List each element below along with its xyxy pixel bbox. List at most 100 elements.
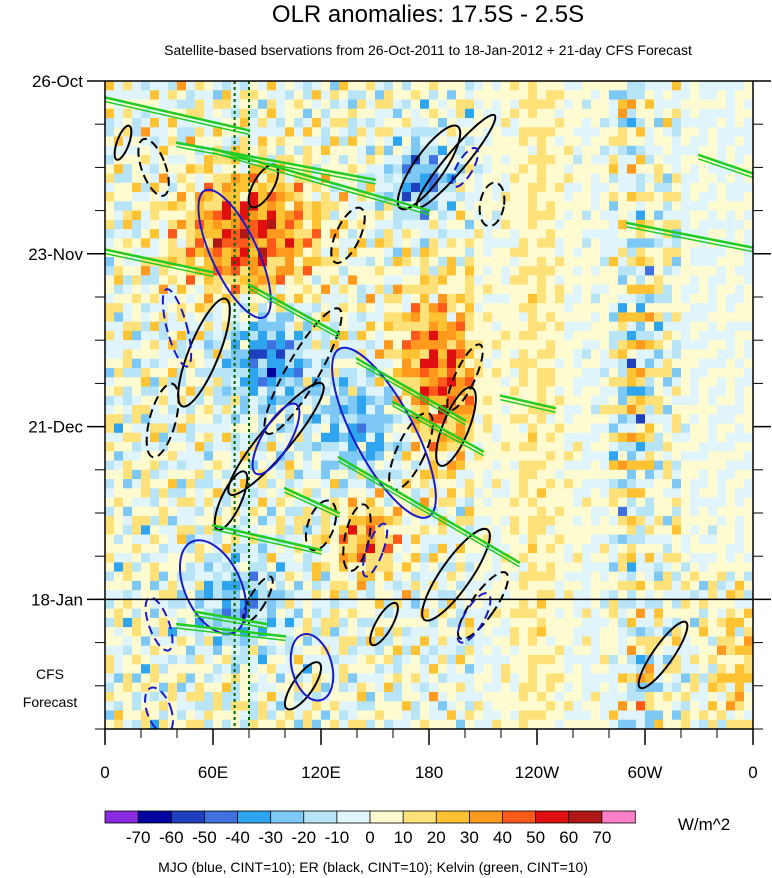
heatmap-cell: [357, 442, 367, 452]
heatmap-cell: [249, 664, 259, 675]
heatmap-cell: [375, 423, 385, 434]
heatmap-cell: [708, 469, 718, 480]
heatmap-cell: [483, 284, 493, 295]
heatmap-cell: [735, 497, 745, 508]
heatmap-cell: [249, 497, 259, 508]
heatmap-cell: [546, 691, 556, 702]
heatmap-cell: [375, 543, 385, 554]
heatmap-cell: [420, 321, 430, 332]
heatmap-cell: [114, 719, 124, 729]
heatmap-cell: [357, 691, 367, 702]
heatmap-cell: [717, 164, 727, 175]
heatmap-cell: [249, 127, 259, 138]
heatmap-cell: [690, 664, 700, 675]
heatmap-cell: [411, 553, 421, 563]
heatmap-cell: [285, 275, 295, 286]
heatmap-cell: [447, 377, 457, 388]
heatmap-cell: [537, 590, 547, 600]
heatmap-cell: [645, 534, 655, 545]
heatmap-cell: [267, 608, 277, 619]
heatmap-cell: [294, 534, 304, 545]
heatmap-cell: [159, 525, 169, 536]
heatmap-cell: [699, 145, 709, 156]
heatmap-cell: [375, 247, 385, 258]
heatmap-cell: [429, 229, 439, 239]
heatmap-cell: [582, 90, 592, 101]
heatmap-cell: [312, 145, 322, 156]
heatmap-cell: [582, 192, 592, 202]
heatmap-cell: [510, 710, 520, 721]
heatmap-cell: [303, 451, 313, 462]
heatmap-cell: [357, 590, 367, 600]
heatmap-cell: [735, 81, 745, 91]
heatmap-cell: [528, 229, 538, 239]
heatmap-cell: [285, 617, 295, 628]
heatmap-cell: [249, 562, 259, 573]
heatmap-cell: [699, 330, 709, 341]
heatmap-cell: [321, 284, 331, 295]
heatmap-cell: [159, 534, 169, 545]
heatmap-cell: [303, 182, 313, 193]
heatmap-cell: [177, 330, 187, 341]
heatmap-cell: [726, 136, 736, 147]
heatmap-cell: [726, 192, 736, 202]
heatmap-cell: [636, 210, 646, 221]
heatmap-cell: [249, 423, 259, 434]
heatmap-cell: [204, 719, 214, 729]
heatmap-cell: [105, 136, 115, 147]
heatmap-cell: [735, 219, 745, 230]
heatmap-cell: [600, 330, 610, 341]
heatmap-cell: [501, 367, 511, 378]
heatmap-cell: [150, 340, 160, 351]
heatmap-cell: [150, 108, 160, 119]
heatmap-cell: [240, 247, 250, 258]
heatmap-cell: [276, 599, 286, 610]
heatmap-cell: [195, 293, 205, 304]
heatmap-cell: [402, 460, 412, 471]
heatmap-cell: [150, 423, 160, 434]
heatmap-cell: [672, 312, 682, 323]
heatmap-cell: [105, 201, 115, 212]
heatmap-cell: [591, 118, 601, 128]
heatmap-cell: [690, 219, 700, 230]
heatmap-cell: [429, 590, 439, 600]
heatmap-cell: [528, 451, 538, 462]
heatmap-cell: [168, 293, 178, 304]
heatmap-cell: [222, 432, 232, 443]
heatmap-cell: [132, 571, 142, 582]
heatmap-cell: [582, 229, 592, 239]
heatmap-cell: [375, 673, 385, 684]
heatmap-cell: [429, 617, 439, 628]
heatmap-cell: [411, 525, 421, 536]
heatmap-cell: [465, 617, 475, 628]
heatmap-cell: [726, 182, 736, 193]
heatmap-cell: [366, 497, 376, 508]
heatmap-cell: [546, 182, 556, 193]
heatmap-cell: [276, 312, 286, 323]
heatmap-cell: [150, 192, 160, 202]
heatmap-cell: [384, 367, 394, 378]
heatmap-cell: [123, 99, 133, 110]
heatmap-cell: [366, 590, 376, 600]
heatmap-cell: [717, 645, 727, 656]
heatmap-cell: [150, 432, 160, 443]
heatmap-cell: [240, 553, 250, 563]
heatmap-cell: [249, 654, 259, 665]
heatmap-cell: [429, 673, 439, 684]
heatmap-cell: [213, 664, 223, 675]
heatmap-cell: [600, 173, 610, 184]
heatmap-cell: [339, 321, 349, 332]
heatmap-cell: [699, 173, 709, 184]
heatmap-cell: [654, 256, 664, 267]
heatmap-cell: [474, 256, 484, 267]
heatmap-cell: [177, 284, 187, 295]
heatmap-cell: [114, 127, 124, 138]
heatmap-cell: [744, 691, 753, 702]
heatmap-cell: [105, 617, 115, 628]
heatmap-cell: [663, 599, 673, 610]
heatmap-cell: [420, 284, 430, 295]
heatmap-cell: [330, 127, 340, 138]
heatmap-cell: [681, 516, 691, 526]
heatmap-cell: [735, 238, 745, 249]
heatmap-cell: [303, 192, 313, 202]
